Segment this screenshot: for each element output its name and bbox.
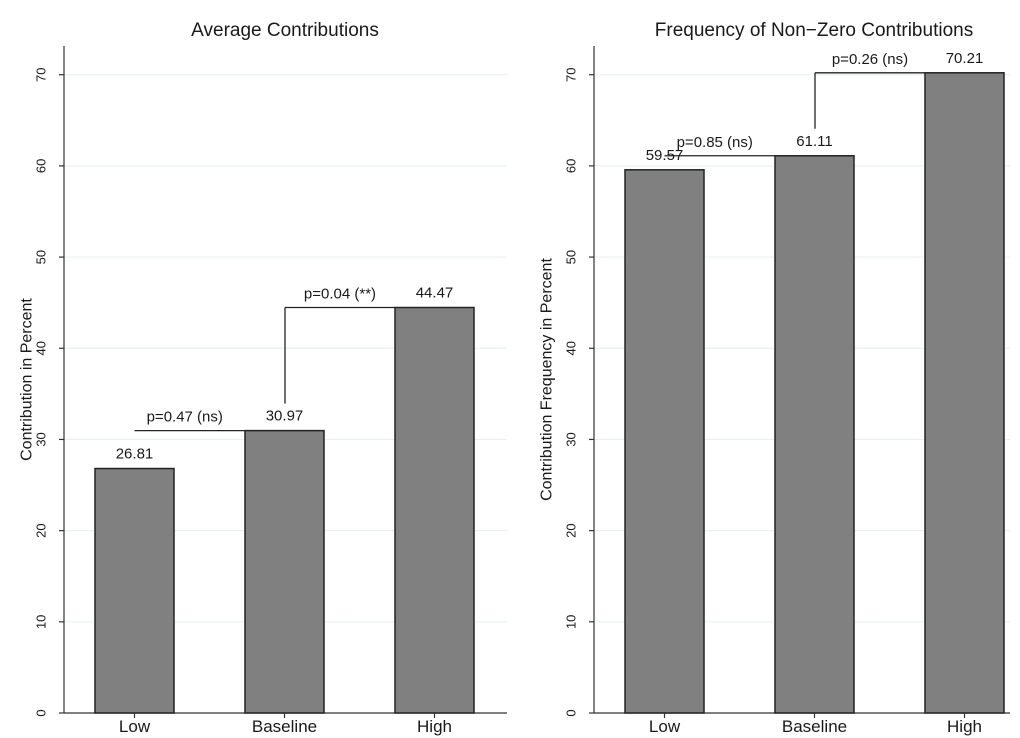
y-tick-label: 60 [564,159,579,173]
p-value-label: p=0.26 (ns) [832,51,908,68]
y-axis-label: Contribution in Percent [19,298,36,461]
bar-high [394,306,475,714]
x-tick-label: Low [119,717,151,736]
x-tick-label: High [417,717,452,736]
bar-low [94,467,175,714]
chart-title: Average Contributions [191,20,379,41]
chart-title: Frequency of Non−Zero Contributions [655,20,973,41]
p-value-label: p=0.04 (**) [304,286,376,303]
bar-high [924,72,1005,714]
y-tick-label: 20 [564,523,579,537]
y-tick-label: 40 [34,341,49,355]
data-label: 44.47 [416,285,454,302]
y-tick-label: 30 [34,432,49,446]
x-tick-label: Low [649,717,681,736]
bar-baseline [244,429,325,714]
bar-low [624,169,705,714]
y-tick-label: 50 [564,250,579,264]
chart-panel-2: Frequency of Non−Zero Contributions 0 10 20… [539,20,1010,736]
x-tick-label: Baseline [782,717,847,736]
p-value-label: p=0.85 (ns) [677,134,753,151]
data-label: 61.11 [796,133,832,150]
y-tick-label: 70 [564,67,579,81]
y-tick-label: 60 [34,159,49,173]
p-value-label: p=0.47 (ns) [147,409,223,426]
x-tick-label: High [947,717,982,736]
bar-baseline [774,155,855,714]
y-tick-label: 0 [564,709,579,716]
chart-panel-1: Average Contributions 0 10 20 30 40 50 60 70 Cont… [19,20,507,736]
y-tick-label: 10 [34,615,49,629]
data-label: 30.97 [266,408,304,425]
y-tick-label: 10 [564,615,579,629]
y-tick-label: 70 [34,67,49,81]
y-tick-label: 0 [34,709,49,716]
data-label: 26.81 [116,446,154,463]
y-tick-label: 20 [34,523,49,537]
y-tick-label: 30 [564,432,579,446]
y-axis-label: Contribution Frequency in Percent [539,258,556,501]
x-tick-label: Baseline [252,717,317,736]
data-label: 70.21 [946,50,984,67]
y-tick-label: 50 [34,250,49,264]
y-tick-label: 40 [564,341,579,355]
